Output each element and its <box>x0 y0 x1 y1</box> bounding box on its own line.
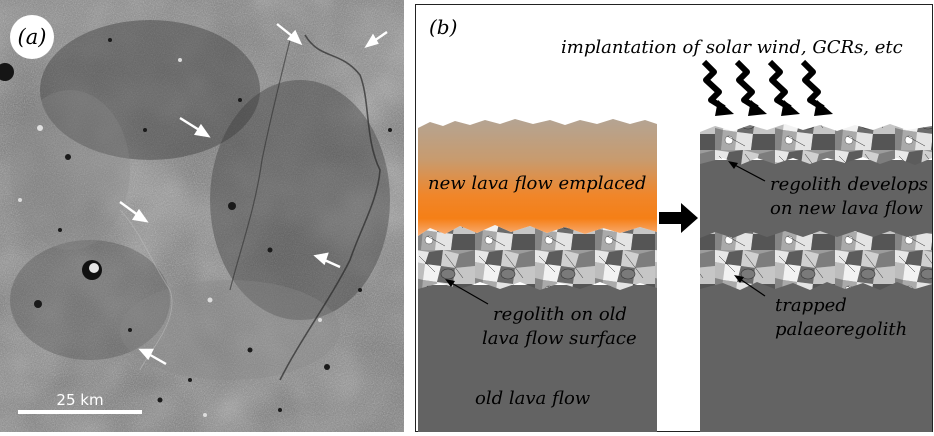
panel-a-lunar-image: (a) 25 km <box>0 0 404 432</box>
regolith-diagram: (b) implantation of solar wind, GCRs, et… <box>415 4 933 432</box>
right-lava-body <box>700 160 932 432</box>
implantation-arrows-icon <box>701 59 825 111</box>
crater-group <box>0 38 392 417</box>
panel-a-label: (a) <box>10 15 54 59</box>
regolith-develops-label-line2: on new lava flow <box>770 198 923 219</box>
regolith-old-label-line2: lava flow surface <box>482 328 637 349</box>
implantation-label: implantation of solar wind, GCRs, etc <box>561 37 903 58</box>
trapped-palaeoregolith-layer <box>700 231 932 290</box>
pointer-arrowheads <box>445 161 744 287</box>
white-arrows <box>119 23 388 366</box>
old-lava-flow <box>418 285 657 432</box>
transition-arrow-icon <box>659 203 698 233</box>
panel-b-label: (b) <box>429 15 457 39</box>
scale-bar-label: 25 km <box>56 391 104 409</box>
regolith-develops-label-line1: regolith develops <box>770 174 928 195</box>
trapped-label-line1: trapped <box>775 295 847 316</box>
scale-bar <box>18 410 142 414</box>
new-lava-label: new lava flow emplaced <box>428 173 646 194</box>
new-lava-flow <box>418 119 657 236</box>
old-lava-label: old lava flow <box>475 388 591 409</box>
right-column <box>700 124 932 432</box>
trapped-label-line2: palaeoregolith <box>775 319 907 340</box>
old-regolith-layer <box>418 225 657 290</box>
regolith-old-label-line1: regolith on old <box>493 304 627 325</box>
implantation-arrowheads <box>715 100 833 116</box>
panel-b-diagram: (b) implantation of solar wind, GCRs, et… <box>415 0 934 432</box>
lunar-surface-image <box>0 0 404 432</box>
new-regolith-layer <box>700 124 932 165</box>
left-column <box>418 119 657 432</box>
